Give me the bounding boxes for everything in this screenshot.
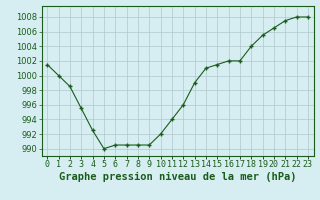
X-axis label: Graphe pression niveau de la mer (hPa): Graphe pression niveau de la mer (hPa) (59, 172, 296, 182)
